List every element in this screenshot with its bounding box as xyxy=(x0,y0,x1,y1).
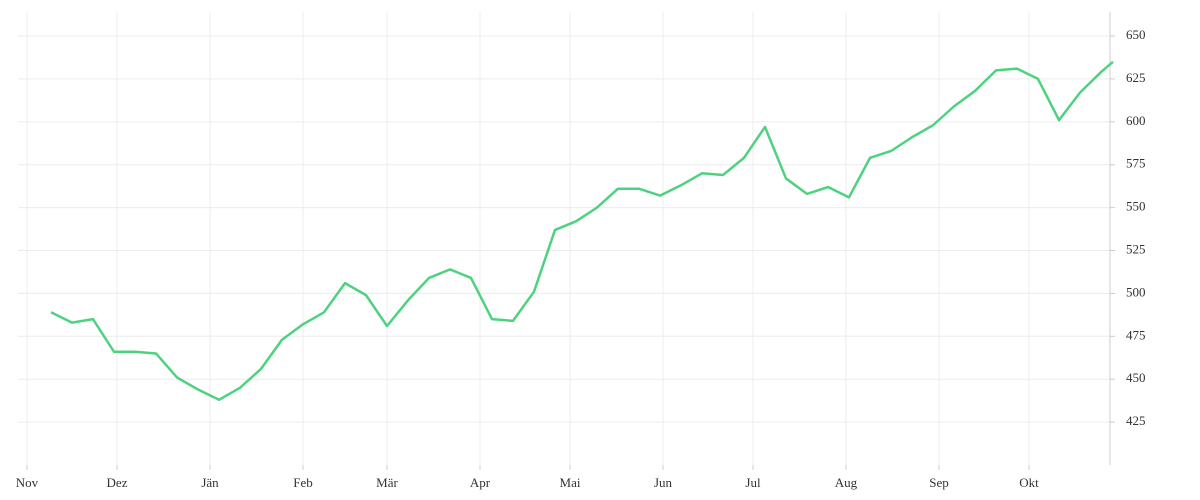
y-tick-label: 550 xyxy=(1126,199,1146,214)
y-tick-label: 600 xyxy=(1126,113,1146,128)
x-tick-label: Okt xyxy=(1019,475,1039,490)
line xyxy=(50,60,1114,402)
x-tick-label: Nov xyxy=(16,475,39,490)
x-tick-label: Apr xyxy=(470,475,491,490)
x-tick-label: Jul xyxy=(745,475,761,490)
x-tick-label: Jän xyxy=(201,475,219,490)
x-tick-label: Feb xyxy=(293,475,313,490)
y-tick-label: 475 xyxy=(1126,327,1146,342)
y-tick-label: 450 xyxy=(1126,370,1146,385)
x-tick-label: Jun xyxy=(654,475,673,490)
y-tick-label: 525 xyxy=(1126,241,1146,256)
x-tick-label: Dez xyxy=(107,475,128,490)
x-tick-label: Mär xyxy=(376,475,398,490)
x-tick-label: Aug xyxy=(835,475,858,490)
x-tick-label: Mai xyxy=(560,475,581,490)
y-tick-label: 425 xyxy=(1126,413,1146,428)
y-tick-label: 500 xyxy=(1126,284,1146,299)
y-tick-label: 625 xyxy=(1126,70,1146,85)
y-tick-label: 650 xyxy=(1126,27,1146,42)
x-tick-label: Sep xyxy=(929,475,949,490)
y-tick-label: 575 xyxy=(1126,156,1146,171)
